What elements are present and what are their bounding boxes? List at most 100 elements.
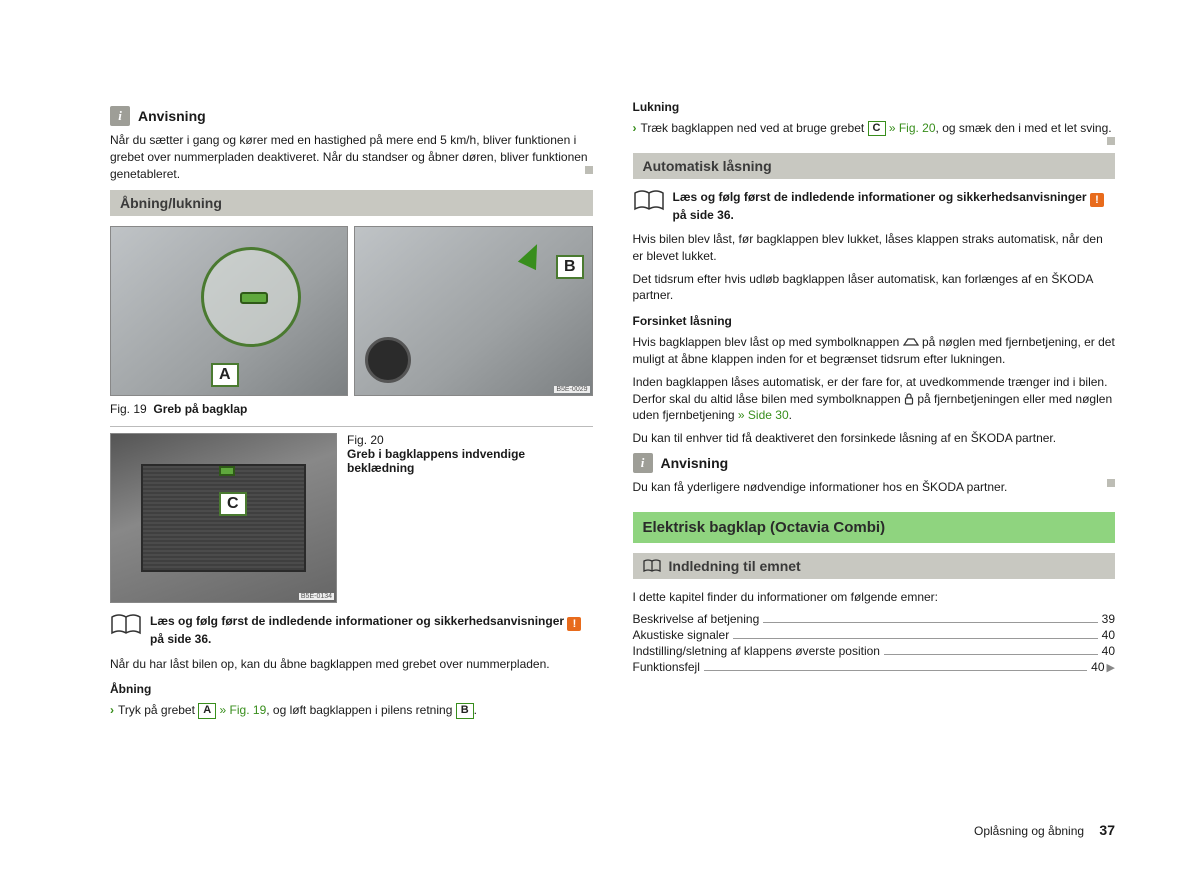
toc-page: 40 [1102,628,1115,642]
page-number: 37 [1087,822,1115,838]
img-code-2: B5E-0134 [299,593,334,600]
divider [110,426,593,427]
link-side30: » Side 30 [738,408,789,422]
rfr-t1: Læs og følg først de indledende informat… [673,190,1090,204]
f-p1a: Hvis bagklappen blev låst op med symbolk… [633,335,903,349]
section-auto-lock: Automatisk låsning [633,153,1116,179]
fig20-caption: Fig. 20 Greb i bagklappens indvendige be… [347,433,592,475]
rf-t1: Læs og følg først de indledende informat… [150,614,567,628]
fig20-image: C B5E-0134 [110,433,337,603]
anvisning-header: i Anvisning [110,106,593,126]
detail-circle [201,247,301,347]
abning-line: ›Tryk på grebet A » Fig. 19, og løft bag… [110,702,593,719]
handle-c [219,466,235,476]
ab-pre: Tryk på grebet [118,703,198,717]
left-para1: Når du har låst bilen op, kan du åbne ba… [110,656,593,673]
forsinket-p2: Inden bagklappen låses automatisk, er de… [633,374,1116,424]
arrow-up-icon [517,240,545,270]
anvisning-text: Når du sætter i gang og kører med en has… [110,132,593,182]
toc-row: Indstilling/sletning af klappens øverste… [633,644,1116,658]
fig19-image-right: B B5E-0029 [354,226,592,396]
footer-text: Oplåsning og åbning [974,824,1084,838]
wheel-shape [365,337,411,383]
ref-b: B [456,703,474,718]
ab-post: . [474,703,477,717]
readfirst-text-r: Læs og følg først de indledende informat… [673,189,1116,223]
book-icon [633,189,665,213]
ab-mid: , og løft bagklappen i pilens retning [266,703,455,717]
anvisning-title: Anvisning [138,108,206,124]
img-code-1: B5E-0029 [554,386,589,393]
toc-list: Beskrivelse af betjening39 Akustiske sign… [633,612,1116,674]
toc-label: Akustiske signaler [633,628,730,642]
toc-label: Beskrivelse af betjening [633,612,760,626]
fig19-num: Fig. 19 [110,402,147,416]
label-b: B [556,255,584,279]
handle-highlight [240,292,268,304]
toc-row: Beskrivelse af betjening39 [633,612,1116,626]
end-marker [585,166,593,174]
topic-intro: I dette kapitel finder du informationer … [633,589,1116,606]
fig19-image-left: A [110,226,348,396]
section-electric-tailgate: Elektrisk bagklap (Octavia Combi) [633,512,1116,543]
forsinket-p3: Du kan til enhver tid få deaktiveret den… [633,430,1116,447]
label-a: A [211,363,239,387]
link-fig19: » Fig. 19 [216,703,266,717]
page-footer: Oplåsning og åbning 37 [974,822,1115,838]
label-c: C [219,492,247,516]
anv-r-body: Du kan få yderligere nødvendige informat… [633,480,1008,494]
topic-header: Indledning til emnet [633,553,1116,579]
fig20-text: Greb i bagklappens indvendige beklædning [347,447,525,475]
bullet-icon: › [110,703,118,717]
book-icon [110,613,142,637]
left-column: i Anvisning Når du sætter i gang og køre… [110,100,593,725]
toc-page: 40 [1102,644,1115,658]
lk-post: , og smæk den i med et let sving. [936,121,1112,135]
right-para1: Hvis bilen blev låst, før bagklappen ble… [633,231,1116,265]
lukning-line: ›Træk bagklappen ned ved at bruge grebet… [633,120,1116,145]
toc-page: 40▶ [1091,660,1115,674]
ref-c: C [868,121,886,136]
fig19-text: Greb på bagklap [153,402,247,416]
warning-icon: ! [1090,193,1104,207]
readfirst-text: Læs og følg først de indledende informat… [150,613,593,647]
readfirst-left: Læs og følg først de indledende informat… [110,613,593,647]
toc-row: Funktionsfejl 40▶ [633,660,1116,674]
toc-row: Akustiske signaler 40 [633,628,1116,642]
fig20-num: Fig. 20 [347,433,384,447]
forsinket-p1: Hvis bagklappen blev låst op med symbolk… [633,334,1116,368]
toc-dots [704,670,1087,671]
anvisning-body: Når du sætter i gang og kører med en has… [110,133,588,181]
interior-panel [141,464,306,572]
book-open-icon [643,559,661,573]
end-marker [1107,137,1115,145]
toc-dots [733,638,1097,639]
toc-label: Funktionsfejl [633,660,700,674]
f-p2c: . [789,408,792,422]
lock-icon [904,393,914,405]
anvisning-text-r: Du kan få yderligere nødvendige informat… [633,479,1116,496]
forsinket-title: Forsinket låsning [633,314,1116,328]
toc-label: Indstilling/sletning af klappens øverste… [633,644,880,658]
rf-t2: på side 36. [150,632,211,646]
continue-arrow-icon: ▶ [1105,662,1115,674]
toc-dots [763,622,1097,623]
lk-pre: Træk bagklappen ned ved at bruge grebet [641,121,868,135]
toc-dots [884,654,1098,655]
topic-title: Indledning til emnet [669,558,801,574]
trunk-icon [903,337,919,347]
link-fig20: » Fig. 20 [886,121,936,135]
readfirst-right: Læs og følg først de indledende informat… [633,189,1116,223]
warning-icon: ! [567,617,581,631]
section-abning-lukning: Åbning/lukning [110,190,593,216]
ref-a: A [198,703,216,718]
fig19-row: A B B5E-0029 [110,226,593,396]
info-icon: i [110,106,130,126]
right-para2: Det tidsrum efter hvis udløb bagklappen … [633,271,1116,305]
fig20-block: C B5E-0134 Fig. 20 Greb i bagklappens in… [110,433,593,603]
abning-title: Åbning [110,682,593,696]
right-column: Lukning ›Træk bagklappen ned ved at brug… [633,100,1116,725]
info-icon: i [633,453,653,473]
page-columns: i Anvisning Når du sætter i gang og køre… [110,100,1115,725]
rfr-t2: på side 36. [673,208,734,222]
